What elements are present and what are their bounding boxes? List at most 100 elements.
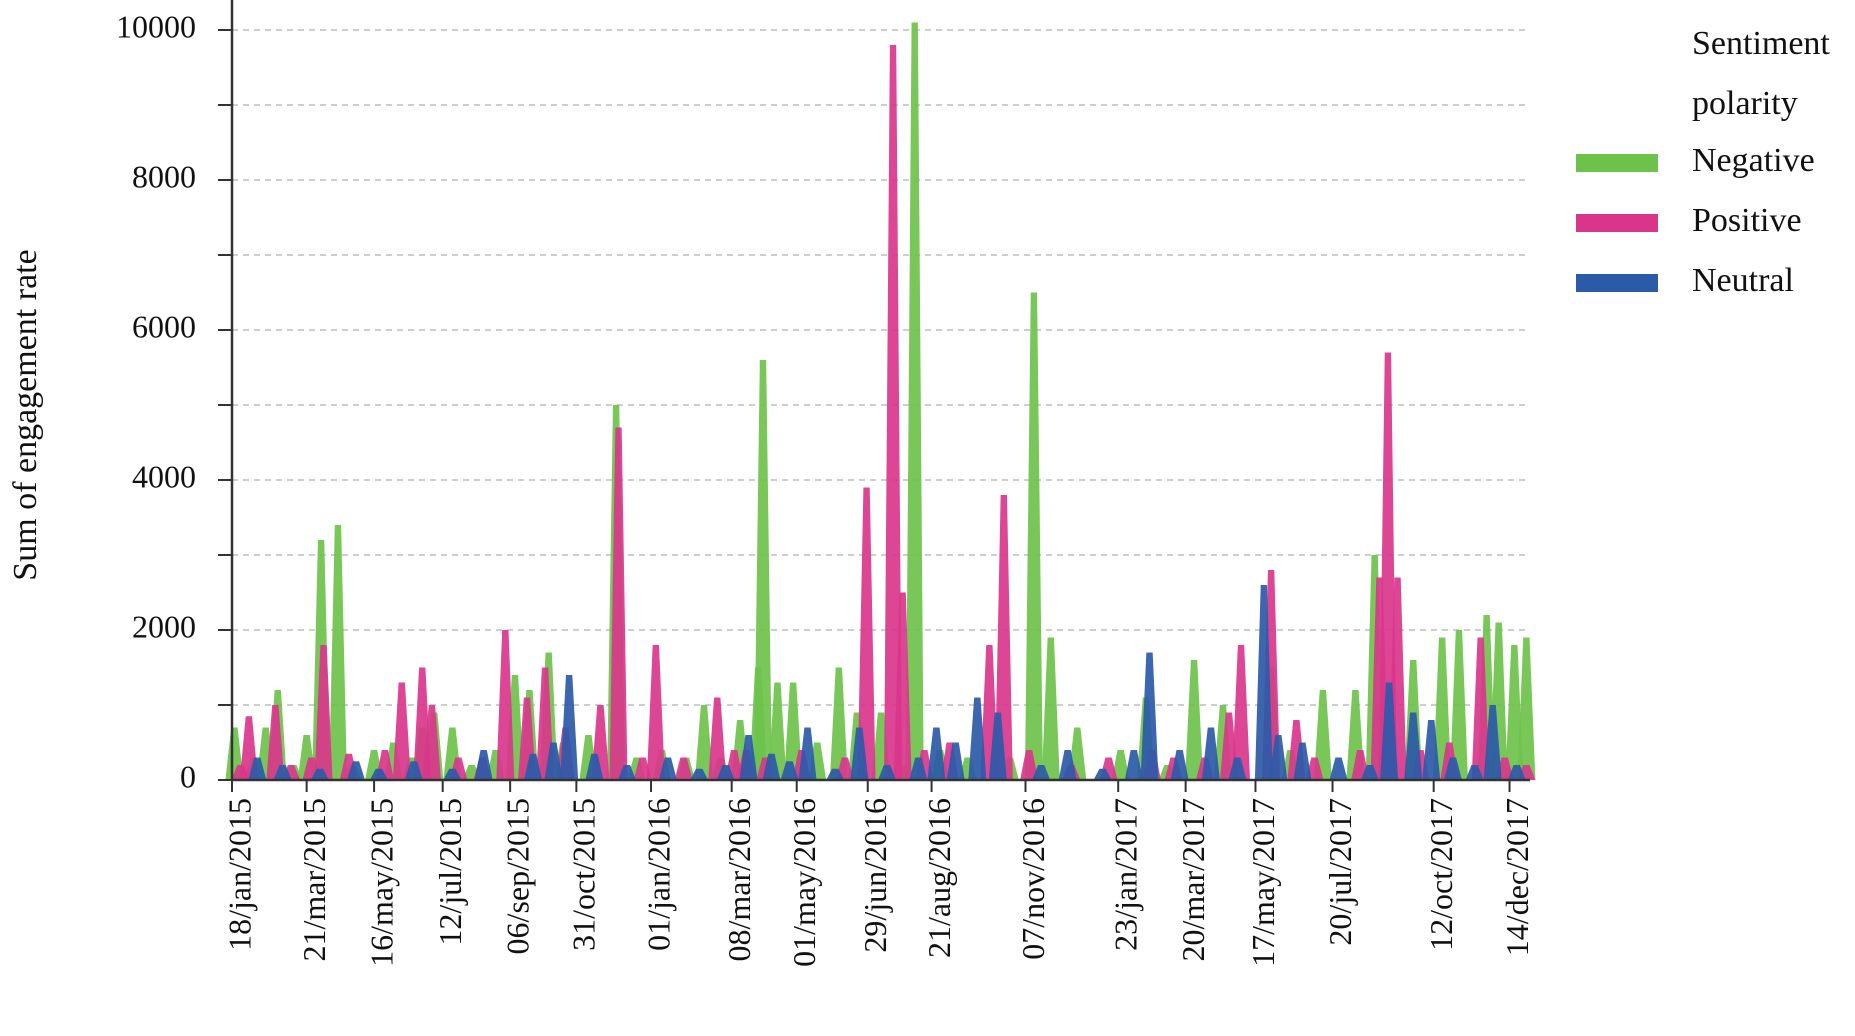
data-point-neutral xyxy=(946,742,965,780)
axes xyxy=(230,0,1530,782)
data-point-negative xyxy=(1313,690,1332,780)
data-point-positive xyxy=(994,495,1013,780)
data-point-neutral xyxy=(1058,750,1077,780)
x-tick-label: 14/dec/2017 xyxy=(1499,798,1535,956)
y-tick-label: 4000 xyxy=(132,458,196,494)
legend-swatch-negative xyxy=(1576,154,1658,172)
x-tick-label: 01/may/2016 xyxy=(786,798,822,967)
data-point-neutral xyxy=(310,768,329,780)
data-point-neutral xyxy=(1483,705,1502,780)
x-tick-label: 20/mar/2017 xyxy=(1175,798,1211,962)
grid-lines xyxy=(232,29,1530,706)
data-point-positive xyxy=(893,592,912,780)
legend-label-neutral: Neutral xyxy=(1692,262,1794,299)
x-tick-label: 07/nov/2016 xyxy=(1015,798,1051,960)
data-point-neutral xyxy=(658,757,677,780)
y-axis-title: Sum of engagement rate xyxy=(7,249,44,580)
data-point-negative xyxy=(905,22,924,780)
data-point-positive xyxy=(1471,637,1490,780)
series-neutral xyxy=(248,585,1526,780)
legend-swatch-positive xyxy=(1576,214,1658,232)
data-point-negative xyxy=(1517,637,1536,780)
x-tick-label: 01/jan/2016 xyxy=(640,798,676,951)
data-point-positive xyxy=(1020,750,1039,780)
data-point-neutral xyxy=(798,727,817,780)
data-point-neutral xyxy=(1422,720,1441,780)
data-point-positive xyxy=(392,682,411,780)
x-ticks: 18/jan/2015 21/mar/2015 16/may/2015 12/jul/… xyxy=(221,780,1535,967)
data-point-neutral xyxy=(1380,682,1399,780)
legend-title-line2: polarity xyxy=(1692,85,1798,122)
data-point-neutral xyxy=(850,727,869,780)
data-point-neutral xyxy=(1170,750,1189,780)
data-point-neutral xyxy=(690,768,709,780)
data-point-neutral xyxy=(1507,765,1526,780)
data-point-neutral xyxy=(617,765,636,780)
data-point-neutral xyxy=(1269,735,1288,780)
data-point-neutral xyxy=(927,727,946,780)
data-point-negative xyxy=(829,667,848,780)
data-point-neutral xyxy=(1228,757,1247,780)
data-point-neutral xyxy=(443,768,462,780)
data-point-neutral xyxy=(1293,742,1312,780)
data-point-neutral xyxy=(1124,750,1143,780)
x-tick-label: 29/jun/2016 xyxy=(857,798,893,953)
data-point-neutral xyxy=(1329,757,1348,780)
data-point-neutral xyxy=(1360,765,1379,780)
data-point-positive xyxy=(884,45,903,780)
x-tick-label: 06/sep/2015 xyxy=(499,798,535,954)
data-point-positive xyxy=(857,487,876,780)
y-tick-label: 8000 xyxy=(132,158,196,194)
legend-swatch-neutral xyxy=(1576,274,1658,292)
data-point-neutral xyxy=(716,765,735,780)
data-point-positive xyxy=(609,427,628,780)
y-tick-label: 6000 xyxy=(132,308,196,344)
x-tick-label: 21/mar/2015 xyxy=(296,798,332,962)
series-positive xyxy=(231,45,1536,780)
data-point-neutral xyxy=(909,757,928,780)
x-tick-label: 17/may/2017 xyxy=(1245,798,1281,967)
data-point-neutral xyxy=(404,761,423,780)
legend-label-positive: Positive xyxy=(1692,202,1802,239)
data-point-neutral xyxy=(988,712,1007,780)
x-tick-label: 31/oct/2015 xyxy=(566,798,602,951)
data-point-positive xyxy=(422,705,441,780)
data-point-positive xyxy=(266,705,285,780)
data-point-positive xyxy=(1232,645,1251,780)
data-point-neutral xyxy=(544,742,563,780)
data-point-neutral xyxy=(248,757,267,780)
x-tick-label: 18/jan/2015 xyxy=(221,798,257,951)
data-point-neutral xyxy=(1201,727,1220,780)
data-point-positive xyxy=(314,645,333,780)
x-tick-label: 08/mar/2016 xyxy=(721,798,757,962)
data-point-neutral xyxy=(780,761,799,780)
data-point-neutral xyxy=(1032,765,1051,780)
data-point-negative xyxy=(1024,292,1043,780)
data-point-positive xyxy=(674,757,693,780)
data-point-neutral xyxy=(762,753,781,780)
x-tick-label: 20/jul/2017 xyxy=(1322,798,1358,946)
data-point-neutral xyxy=(560,675,579,780)
data-point-neutral xyxy=(739,735,758,780)
data-point-neutral xyxy=(1140,652,1159,780)
data-point-neutral xyxy=(585,753,604,780)
data-point-negative xyxy=(1111,750,1130,780)
series-negative xyxy=(225,22,1536,780)
data-point-positive xyxy=(708,697,727,780)
x-tick-label: 23/jan/2017 xyxy=(1108,798,1144,951)
data-point-neutral xyxy=(1404,712,1423,780)
data-point-negative xyxy=(754,360,772,780)
data-point-negative xyxy=(1041,637,1060,780)
data-point-neutral xyxy=(968,697,987,780)
y-tick-label: 0 xyxy=(180,758,196,794)
legend-items: Negative Positive Neutral xyxy=(1576,142,1815,299)
data-point-neutral xyxy=(1443,757,1462,780)
data-point-negative xyxy=(1449,630,1468,780)
data-point-neutral xyxy=(1093,768,1112,780)
legend-label-negative: Negative xyxy=(1692,142,1815,179)
data-point-negative xyxy=(328,525,347,780)
x-tick-label: 16/may/2015 xyxy=(363,798,399,967)
data-point-neutral xyxy=(347,761,366,780)
x-tick-label: 12/oct/2017 xyxy=(1423,798,1459,951)
legend-title-line1: Sentiment xyxy=(1692,25,1830,62)
